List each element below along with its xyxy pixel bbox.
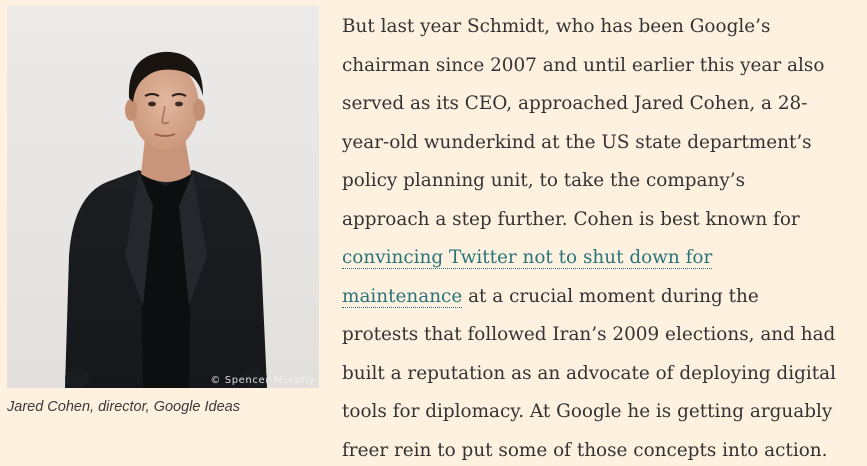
photo-caption: Jared Cohen, director, Google Ideas <box>7 399 240 415</box>
paragraph-line: But last year Schmidt, who has been Goog… <box>342 16 771 37</box>
twitter-maintenance-link-continued[interactable]: maintenance <box>342 285 463 308</box>
paragraph-line: policy planning unit, to take the compan… <box>342 170 746 191</box>
portrait-image <box>65 51 267 388</box>
paragraph-line: freer rein to put some of those concepts… <box>342 439 828 461</box>
paragraph-line: built a reputation as an advocate of dep… <box>342 362 836 384</box>
paragraph-line: protests that followed Iran’s 2009 elect… <box>342 324 836 345</box>
paragraph-line: served as its CEO, approached Jared Cohe… <box>342 93 808 114</box>
paragraph-line: convincing Twitter not to shut down for <box>342 239 867 278</box>
paragraph-line: year-old wunderkind at the US state depa… <box>342 131 812 153</box>
paragraph-line: chairman since 2007 and until earlier th… <box>342 54 825 76</box>
twitter-maintenance-link[interactable]: convincing Twitter not to shut down for <box>342 247 713 269</box>
photo-credit: © Spencer Murphy <box>210 375 315 386</box>
paragraph-line: approach a step further. Cohen is best k… <box>342 208 800 230</box>
paragraph-line: tools for diplomacy. At Google he is get… <box>342 401 833 422</box>
article-photo: © Spencer Murphy <box>7 6 319 388</box>
paragraph-text: at a crucial moment during the <box>462 285 759 307</box>
paragraph-line: maintenance at a crucial moment during t… <box>342 278 867 317</box>
article-paragraph: But last year Schmidt, who has been Goog… <box>342 8 867 466</box>
